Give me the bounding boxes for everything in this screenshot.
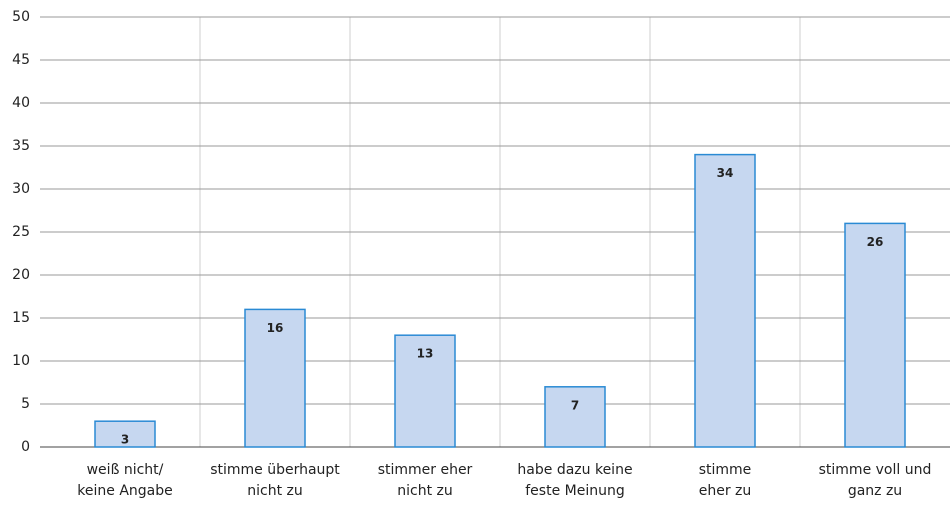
x-tick-label: eher zu	[699, 483, 752, 499]
y-tick-label: 45	[12, 52, 30, 68]
y-tick-label: 30	[12, 181, 30, 197]
y-tick-label: 5	[21, 396, 30, 412]
value-label: 16	[267, 321, 284, 335]
bar	[244, 308, 306, 448]
y-tick-label: 15	[12, 310, 30, 326]
bar	[94, 420, 156, 448]
y-tick-label: 50	[12, 9, 30, 25]
x-tick-label: nicht zu	[247, 483, 303, 499]
y-tick-label: 10	[12, 353, 30, 369]
y-tick-label: 0	[21, 439, 30, 455]
x-tick-label: weiß nicht/	[87, 462, 164, 478]
x-tick-label: stimme überhaupt	[210, 462, 340, 478]
x-tick-label: ganz zu	[848, 483, 902, 499]
x-tick-label: stimme	[699, 462, 752, 478]
x-tick-label: stimmer eher	[378, 462, 473, 478]
x-tick-label: stimme voll und	[819, 462, 932, 478]
bar	[844, 222, 906, 448]
y-tick-label: 20	[12, 267, 30, 283]
bar	[544, 386, 606, 448]
bar	[394, 334, 456, 448]
x-tick-label: nicht zu	[397, 483, 453, 499]
value-label: 3	[121, 433, 129, 447]
bar	[694, 153, 756, 448]
value-label: 26	[867, 235, 884, 249]
x-tick-label: feste Meinung	[525, 483, 624, 499]
y-tick-label: 35	[12, 138, 30, 154]
x-tick-label: habe dazu keine	[517, 462, 632, 478]
x-tick-label: keine Angabe	[77, 483, 172, 499]
y-tick-label: 25	[12, 224, 30, 240]
value-label: 13	[417, 347, 434, 361]
value-label: 7	[571, 398, 579, 412]
y-tick-label: 40	[12, 95, 30, 111]
value-label: 34	[717, 166, 734, 180]
